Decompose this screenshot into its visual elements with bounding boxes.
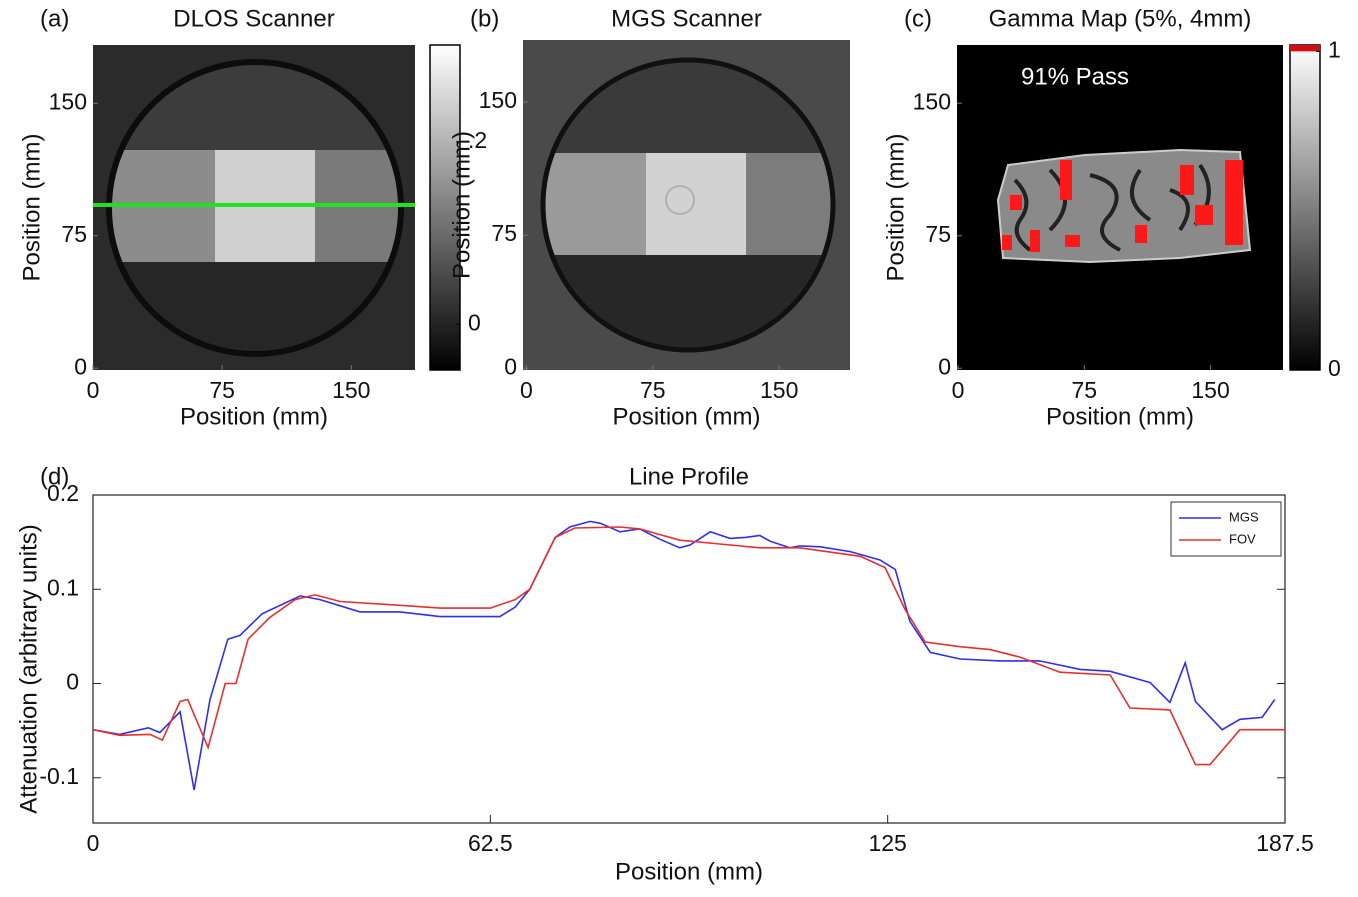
x-axis-label: Position (mm) [1046,403,1194,430]
y-tick-label: 75 [61,221,87,247]
panel-label: (c) [904,5,932,32]
x-tick-label: 150 [760,377,798,403]
x-axis-label: Position (mm) [615,858,763,885]
x-tick-label: 75 [209,377,235,403]
x-tick-label: 0 [520,377,533,403]
legend-box [1170,501,1282,557]
panel-label: (a) [40,5,69,32]
gamma-image [957,45,1283,370]
y-tick-label: 0.1 [47,574,79,600]
y-tick-label: 0.2 [47,480,79,506]
x-axis-label: Position (mm) [180,403,328,430]
y-tick-label: 75 [925,221,951,247]
x-tick-label: 0 [87,377,100,403]
x-tick-label: 150 [332,377,370,403]
panel-title: MGS Scanner [611,5,762,32]
colorbar-tick-label: 0 [1328,355,1341,381]
colorbar-over [1290,45,1320,52]
y-tick-label: 0 [66,669,79,695]
y-tick-label: 0 [504,353,517,379]
colorbar [1289,44,1321,371]
colorbar-tick-label: 1 [1328,36,1341,62]
plot-frame [92,494,1286,824]
x-tick-label: 75 [640,377,666,403]
legend-label: MGS [1229,509,1259,524]
colorbar-tick-label: 0 [468,309,481,335]
y-tick-label: 150 [49,88,87,114]
colorbar [429,44,461,371]
y-axis-label: Attenuation (arbitrary units) [15,524,42,813]
x-tick-label: 187.5 [1256,830,1314,856]
x-tick-label: 0 [952,377,965,403]
panel-title: Gamma Map (5%, 4mm) [989,5,1252,32]
x-tick-label: 150 [1191,377,1229,403]
series-line [92,526,1285,766]
y-axis-label: Position (mm) [18,133,45,281]
y-tick-label: 150 [913,88,951,114]
mgs-image [523,40,850,370]
y-tick-label: -0.1 [39,763,79,789]
dlos-image [93,45,415,370]
y-tick-label: 150 [479,87,517,113]
y-tick-label: 75 [491,220,517,246]
chart-title: Line Profile [629,463,749,490]
y-axis-label: Position (mm) [882,133,909,281]
y-axis-label: Position (mm) [448,131,475,279]
colorbar-tick-label: .2 [468,127,487,153]
x-axis-label: Position (mm) [612,403,760,430]
legend-label: FOV [1229,531,1256,546]
x-tick-label: 75 [1072,377,1098,403]
panel-title: DLOS Scanner [173,5,334,32]
series-line [92,520,1276,791]
panel-label: (b) [470,5,499,32]
x-tick-label: 62.5 [468,830,513,856]
y-tick-label: 0 [938,353,951,379]
x-tick-label: 125 [868,830,906,856]
annotation: 91% Pass [1021,63,1129,90]
y-tick-label: 0 [74,353,87,379]
panel-label: (d) [40,463,69,490]
x-tick-label: 0 [87,830,100,856]
